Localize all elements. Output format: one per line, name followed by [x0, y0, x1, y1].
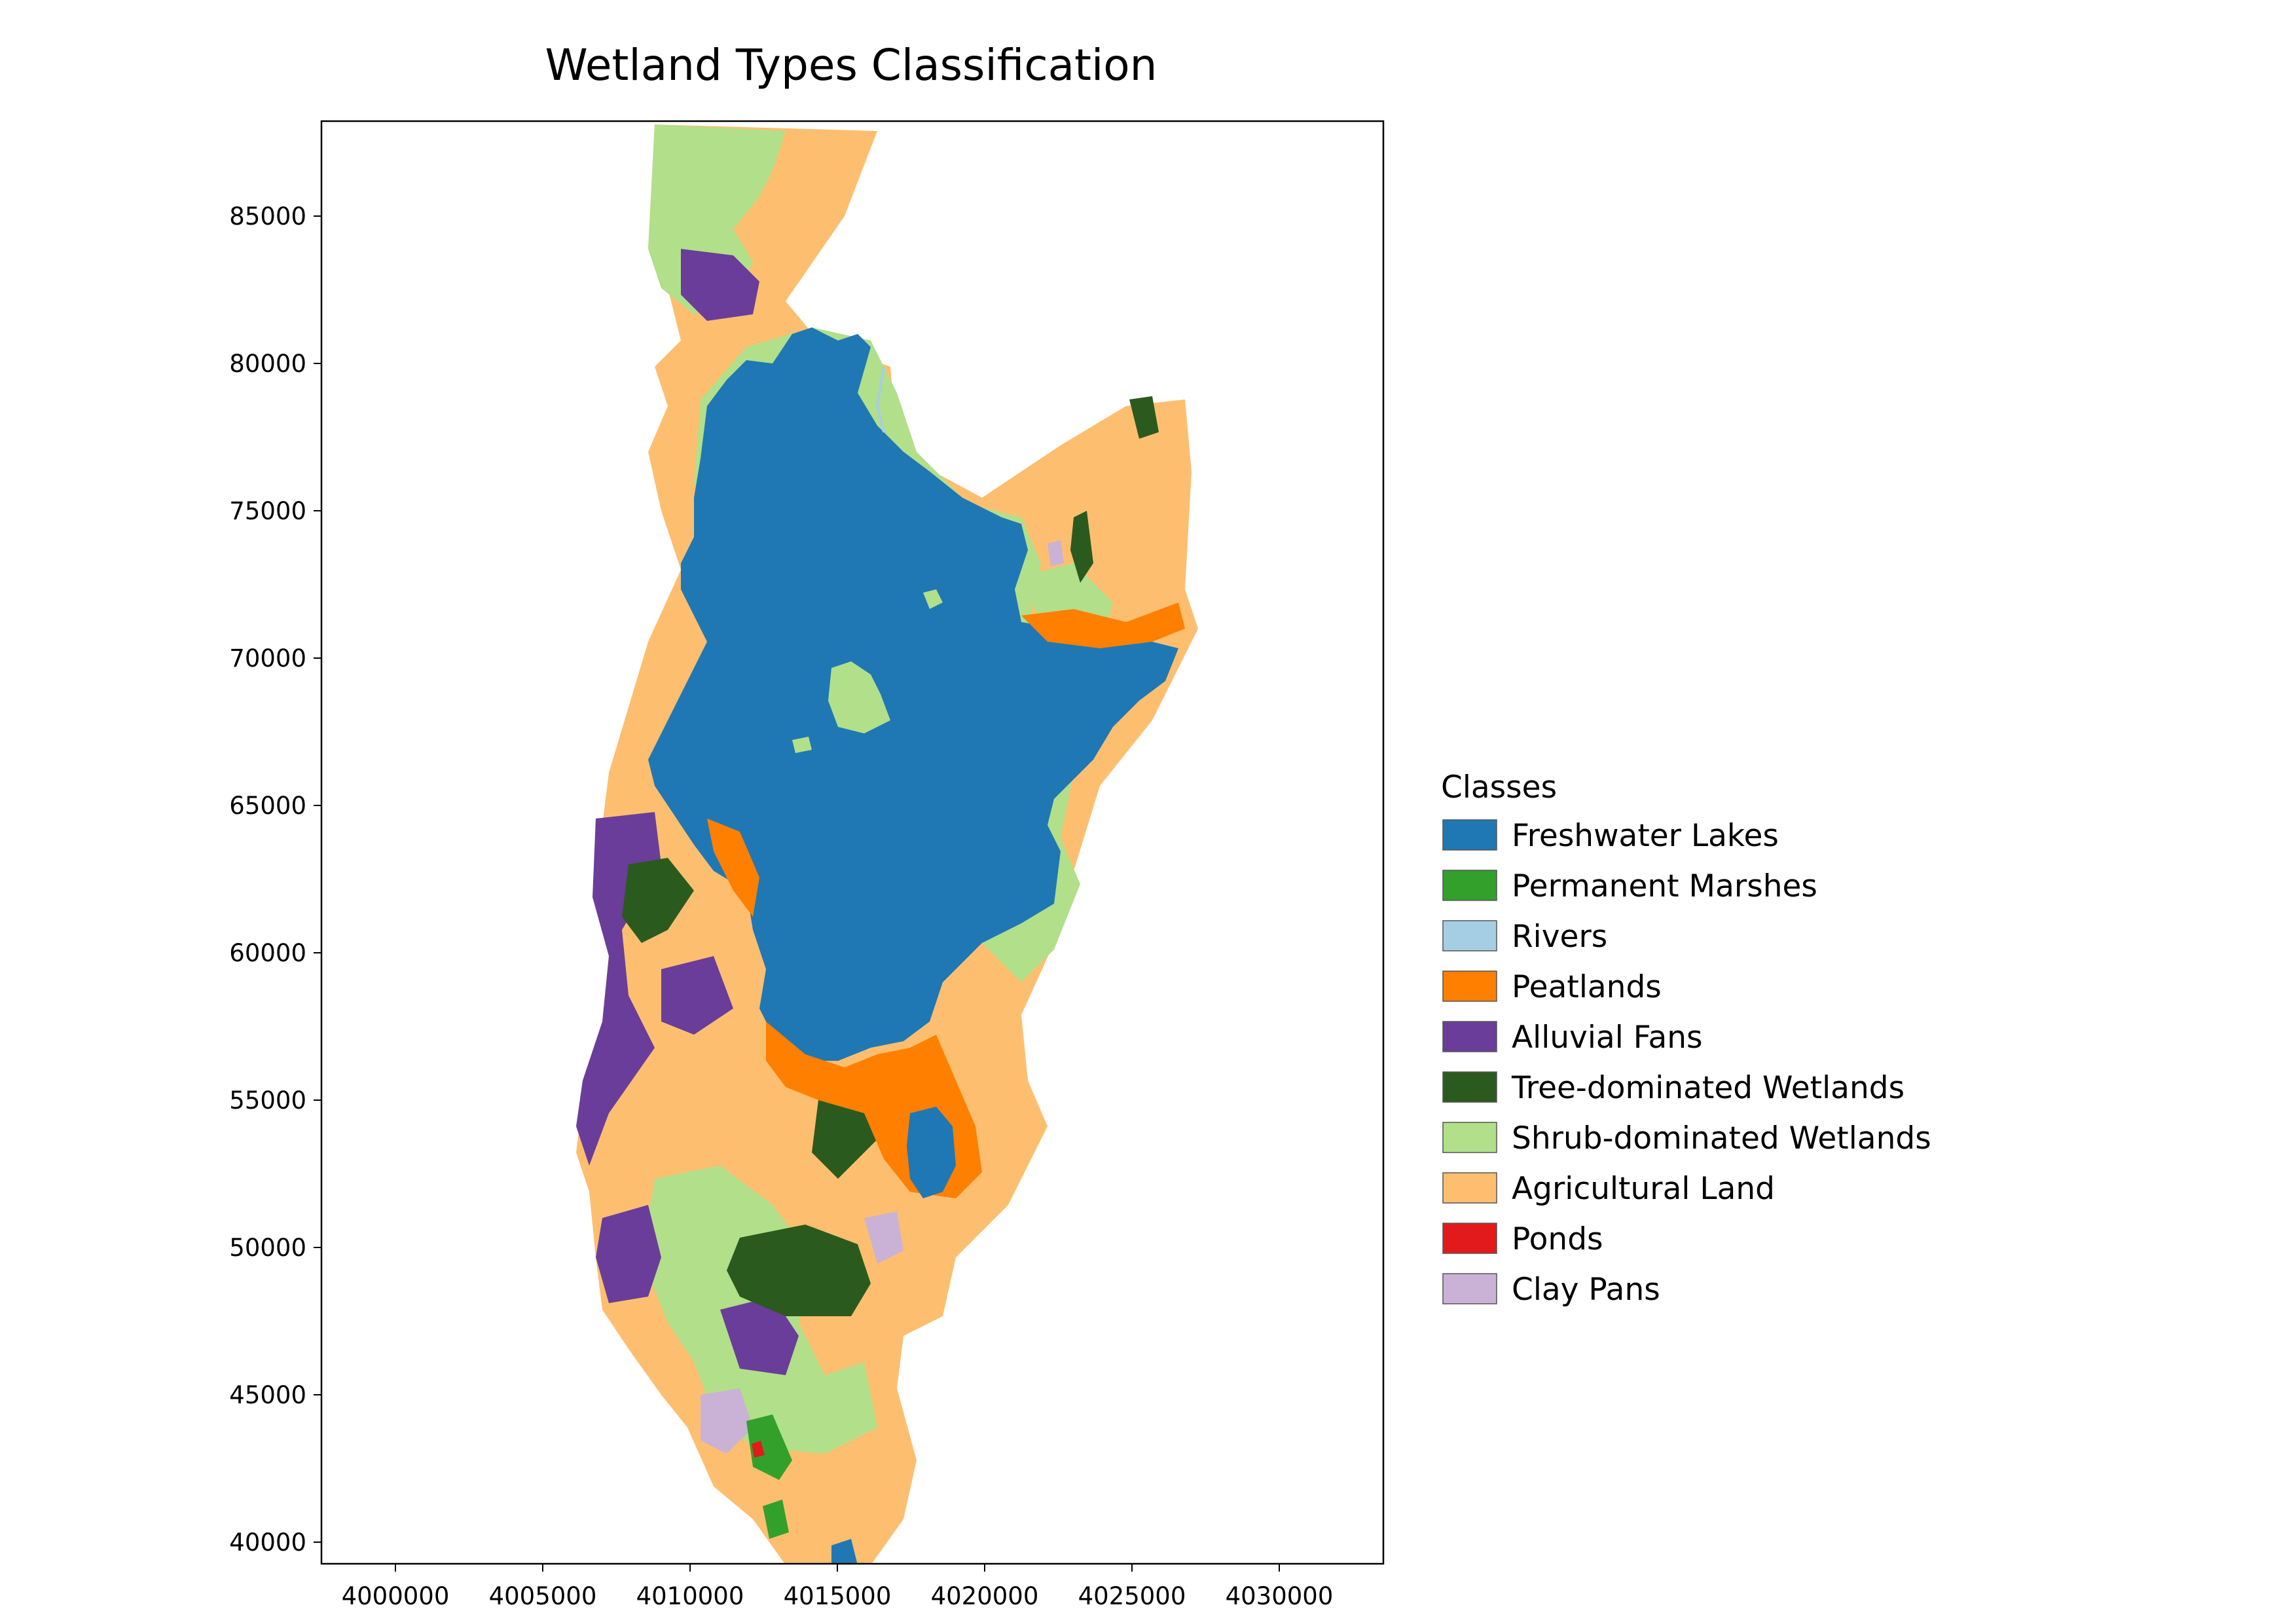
region-rivers — [875, 366, 885, 433]
region-clay-pans-south — [701, 1388, 753, 1454]
legend-swatch — [1442, 970, 1497, 1002]
region-ponds — [752, 1441, 765, 1458]
legend-swatch — [1442, 870, 1497, 901]
region-peatlands-ne — [1021, 602, 1185, 648]
region-island-shrub-3 — [792, 737, 812, 753]
y-tick-label: 65000 — [229, 792, 306, 820]
region-alluvial-fans-mid — [661, 956, 733, 1035]
legend-label: Peatlands — [1512, 969, 1662, 1005]
legend-swatch — [1442, 1172, 1497, 1204]
y-tick-label: 85000 — [229, 202, 306, 231]
region-freshwater-lake-main — [648, 327, 1178, 1061]
legend-title: Classes — [1441, 769, 1557, 805]
legend-swatch — [1442, 1273, 1497, 1304]
legend-label: Tree-dominated Wetlands — [1511, 1070, 1904, 1106]
region-alluvial-fans-west — [576, 812, 661, 1166]
region-alluvial-fans-west-2 — [596, 1205, 661, 1303]
map-title: Wetland Types Classification — [545, 40, 1157, 90]
region-rivers-south — [831, 1539, 858, 1564]
y-tick-label: 45000 — [229, 1381, 306, 1409]
legend-label: Clay Pans — [1512, 1272, 1660, 1308]
x-tick-label: 4015000 — [784, 1582, 892, 1610]
legend-label: Agricultural Land — [1512, 1171, 1775, 1207]
y-tick-label: 55000 — [229, 1086, 306, 1115]
x-tick-label: 4010000 — [636, 1582, 744, 1610]
legend-label: Freshwater Lakes — [1512, 818, 1779, 854]
region-island-shrub — [828, 661, 890, 733]
legend-swatch — [1442, 1223, 1497, 1254]
region-peatlands-west — [707, 819, 759, 917]
region-clay-pans-east — [864, 1211, 903, 1264]
map-area — [576, 124, 1198, 1564]
y-tick-label: 50000 — [229, 1234, 306, 1262]
region-tree-wetlands-center — [727, 1225, 871, 1316]
legend-swatch — [1442, 1071, 1497, 1103]
y-tick-label: 70000 — [229, 644, 306, 673]
legend-swatch — [1442, 1122, 1497, 1153]
region-tree-wetlands-ne-2 — [1129, 396, 1159, 439]
region-island-shrub-2 — [923, 589, 943, 609]
legend-swatch — [1442, 1021, 1497, 1052]
legend-label: Rivers — [1512, 919, 1607, 955]
y-tick-label: 80000 — [229, 350, 306, 378]
region-alluvial-fans-north — [681, 249, 759, 321]
y-axis: 85000 80000 75000 70000 65000 60000 5500… — [229, 202, 321, 1557]
legend-swatch — [1442, 819, 1497, 851]
legend-label: Alluvial Fans — [1512, 1020, 1703, 1056]
legend-swatch — [1442, 920, 1497, 951]
y-tick-label: 40000 — [229, 1528, 306, 1557]
y-tick-label: 60000 — [229, 939, 306, 967]
region-alluvial-fans-south — [720, 1297, 799, 1375]
legend-label: Ponds — [1512, 1221, 1603, 1257]
x-tick-label: 4030000 — [1226, 1582, 1334, 1610]
x-tick-label: 4020000 — [931, 1582, 1039, 1610]
region-permanent-marshes-2 — [763, 1500, 789, 1539]
region-freshwater-lake-small — [907, 1107, 956, 1198]
region-clay-pans-ne — [1048, 540, 1064, 566]
axes-frame — [320, 120, 1385, 1565]
x-tick-label: 4025000 — [1078, 1582, 1186, 1610]
x-axis: 4000000 4005000 4010000 4015000 4020000 … — [342, 1564, 1334, 1610]
legend: Classes Freshwater Lakes Permanent Marsh… — [1441, 769, 1931, 1308]
y-tick-label: 75000 — [229, 497, 306, 525]
x-tick-label: 4000000 — [342, 1582, 450, 1610]
region-tree-wetlands-west — [622, 858, 694, 943]
legend-label: Permanent Marshes — [1512, 868, 1817, 904]
x-tick-label: 4005000 — [489, 1582, 597, 1610]
region-permanent-marshes — [746, 1414, 792, 1480]
region-tree-wetlands-ne — [1070, 511, 1093, 583]
legend-label: Shrub-dominated Wetlands — [1512, 1120, 1931, 1156]
